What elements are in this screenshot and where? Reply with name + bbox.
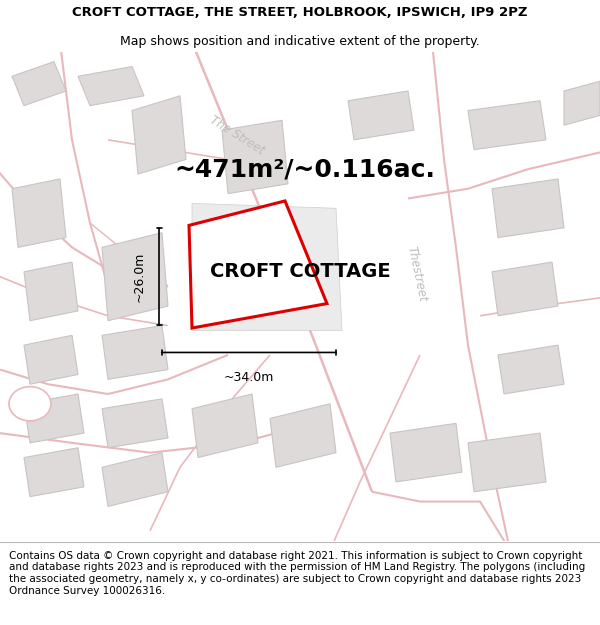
Polygon shape bbox=[12, 62, 66, 106]
Polygon shape bbox=[468, 101, 546, 149]
Text: ~26.0m: ~26.0m bbox=[133, 251, 146, 302]
Polygon shape bbox=[348, 91, 414, 140]
Polygon shape bbox=[492, 262, 558, 316]
Polygon shape bbox=[78, 66, 144, 106]
Polygon shape bbox=[24, 262, 78, 321]
Text: Thestreet: Thestreet bbox=[405, 245, 429, 303]
Circle shape bbox=[9, 387, 51, 421]
Polygon shape bbox=[222, 120, 288, 194]
Text: ~34.0m: ~34.0m bbox=[224, 371, 274, 384]
Polygon shape bbox=[270, 404, 336, 468]
Polygon shape bbox=[24, 336, 78, 384]
Text: The Street: The Street bbox=[208, 113, 266, 157]
Text: Contains OS data © Crown copyright and database right 2021. This information is : Contains OS data © Crown copyright and d… bbox=[9, 551, 585, 596]
Polygon shape bbox=[102, 452, 168, 506]
Polygon shape bbox=[102, 232, 168, 321]
Polygon shape bbox=[390, 423, 462, 482]
Polygon shape bbox=[192, 394, 258, 458]
Polygon shape bbox=[132, 96, 186, 174]
Text: Map shows position and indicative extent of the property.: Map shows position and indicative extent… bbox=[120, 34, 480, 48]
Polygon shape bbox=[468, 433, 546, 492]
Polygon shape bbox=[12, 179, 66, 248]
Polygon shape bbox=[564, 81, 600, 125]
Polygon shape bbox=[498, 345, 564, 394]
Text: CROFT COTTAGE, THE STREET, HOLBROOK, IPSWICH, IP9 2PZ: CROFT COTTAGE, THE STREET, HOLBROOK, IPS… bbox=[72, 6, 528, 19]
Text: CROFT COTTAGE: CROFT COTTAGE bbox=[209, 262, 391, 281]
Polygon shape bbox=[492, 179, 564, 238]
Polygon shape bbox=[102, 326, 168, 379]
Polygon shape bbox=[189, 201, 327, 328]
Polygon shape bbox=[24, 448, 84, 497]
Polygon shape bbox=[192, 203, 342, 331]
Polygon shape bbox=[102, 399, 168, 448]
Polygon shape bbox=[24, 394, 84, 443]
Text: ~471m²/~0.116ac.: ~471m²/~0.116ac. bbox=[174, 157, 435, 181]
